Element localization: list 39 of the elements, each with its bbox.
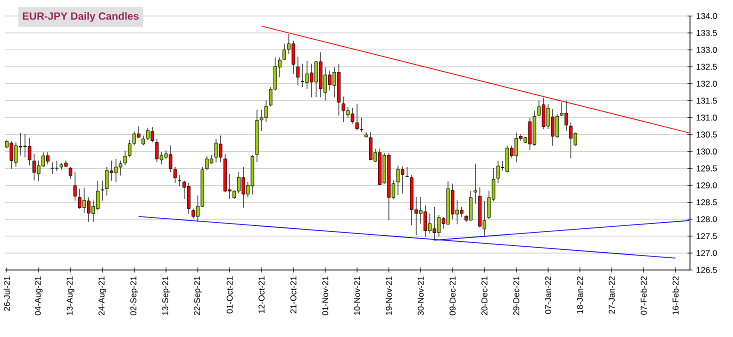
y-tick-label: 131.0 bbox=[696, 114, 717, 121]
x-tick-label: 20-Dec-21 bbox=[481, 276, 488, 316]
y-tick-label: 133.5 bbox=[696, 30, 717, 36]
x-tick-label: 07-Jan-22 bbox=[545, 276, 552, 314]
y-tick-label: 129.5 bbox=[696, 165, 717, 172]
x-tick-label: 18-Jan-22 bbox=[576, 276, 583, 314]
x-tick-label: 27-Jan-22 bbox=[608, 276, 615, 314]
y-tick-label: 126.5 bbox=[696, 267, 717, 273]
x-tick-label: 24-Aug-21 bbox=[98, 276, 106, 316]
x-tick-label: 16-Feb-22 bbox=[672, 276, 679, 314]
x-tick-label: 10-Nov-21 bbox=[354, 276, 360, 315]
x-tick-label: 09-Dec-21 bbox=[450, 276, 456, 316]
x-tick-label: 21-Oct-21 bbox=[290, 276, 296, 314]
y-tick-label: 128.5 bbox=[696, 199, 717, 206]
y-tick-label: 127.0 bbox=[696, 250, 717, 256]
x-tick-label: 13-Aug-21 bbox=[66, 276, 74, 315]
y-tick-label: 132.0 bbox=[696, 80, 717, 87]
y-tick-label: 130.0 bbox=[696, 148, 717, 154]
y-tick-label: 133.0 bbox=[696, 46, 717, 53]
x-tick-label: 04-Aug-21 bbox=[34, 276, 42, 316]
y-tick-label: 131.5 bbox=[696, 98, 717, 104]
x-tick-label: 29-Dec-21 bbox=[513, 276, 520, 316]
x-tick-label: 02-Sep-21 bbox=[130, 276, 138, 316]
x-tick-label: 26-Jul-21 bbox=[4, 276, 10, 311]
y-tick-label: 129.0 bbox=[696, 182, 717, 188]
x-tick-label: 19-Nov-21 bbox=[386, 276, 392, 315]
chart-title: EUR-JPY Daily Candles bbox=[22, 12, 139, 22]
y-tick-label: 132.5 bbox=[696, 64, 717, 70]
y-tick-label: 128.0 bbox=[696, 216, 717, 222]
x-tick-label: 12-Oct-21 bbox=[258, 276, 265, 314]
x-tick-label: 22-Sep-21 bbox=[194, 276, 202, 316]
x-tick-label: 01-Nov-21 bbox=[322, 276, 328, 316]
y-tick-label: 134.0 bbox=[696, 13, 717, 19]
y-tick-label: 127.5 bbox=[696, 233, 717, 240]
x-tick-label: 13-Sep-21 bbox=[162, 276, 170, 315]
x-tick-label: 07-Feb-22 bbox=[640, 276, 647, 315]
y-tick-label: 130.5 bbox=[696, 132, 717, 138]
x-tick-label: 30-Nov-21 bbox=[418, 276, 424, 316]
x-tick-label: 01-Oct-21 bbox=[226, 276, 233, 314]
